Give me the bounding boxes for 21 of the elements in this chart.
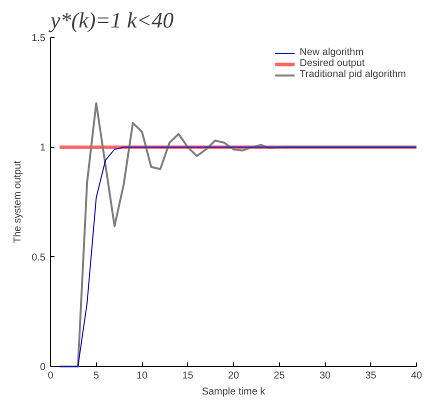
legend-label: Desired output [300, 58, 365, 69]
y-tick-label: 0.5 [32, 252, 46, 264]
x-axis-title: Sample time k [202, 386, 266, 398]
x-tick-label: 15 [182, 370, 194, 382]
x-tick-label: 10 [136, 370, 148, 382]
x-tick-label: 30 [319, 370, 331, 382]
y-tick-label: 1.5 [32, 33, 46, 44]
line-series [58, 102, 418, 368]
x-tick-label: 35 [365, 370, 377, 382]
x-tick-label: 25 [274, 370, 286, 382]
y-tick-label: 1 [40, 142, 46, 154]
line-series [59, 146, 417, 367]
y-tick-label: 0 [40, 362, 46, 373]
x-tick-label: 20 [228, 370, 240, 382]
x-tick-label: 40 [410, 370, 422, 382]
y-axis-title: The system output [12, 160, 24, 244]
legend-label: Traditional pid algorithm [300, 69, 406, 80]
x-tick-label: 0 [48, 370, 54, 382]
legend-label: New algorithm [300, 47, 364, 58]
chart-title: y*(k)=1 k<40 [48, 8, 174, 32]
x-tick-label: 5 [93, 370, 100, 382]
